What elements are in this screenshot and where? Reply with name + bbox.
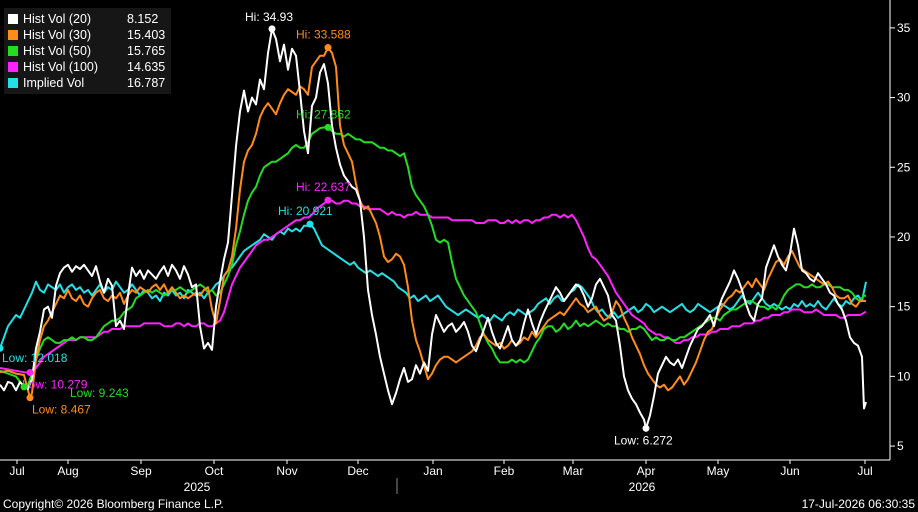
y-tick-label: 20: [897, 230, 911, 244]
timestamp: 17-Jul-2026 06:30:35: [801, 497, 915, 511]
extreme-label: Low: 8.467: [32, 403, 91, 417]
extreme-label: Low: 9.243: [70, 386, 129, 400]
legend-last-value: 14.635: [127, 60, 166, 74]
x-tick-label: Nov: [276, 464, 297, 478]
extreme-label: Hi: 20.921: [278, 204, 333, 218]
extreme-marker: [26, 368, 34, 376]
legend-series-name: Hist Vol (30): [23, 28, 92, 42]
series-line-hist-vol-50: [0, 126, 867, 388]
x-tick-label: Mar: [563, 464, 584, 478]
extreme-label: Hi: 34.93: [245, 10, 293, 24]
extreme-marker: [324, 44, 332, 52]
extreme-label: Hi: 33.588: [296, 28, 351, 42]
extreme-label: Low: 6.272: [614, 433, 673, 447]
legend-swatch: [8, 46, 18, 56]
legend-series-name: Hist Vol (50): [23, 44, 92, 58]
x-tick-label: Jul: [857, 464, 872, 478]
y-tick-label: 30: [897, 91, 911, 105]
legend-series-name: Implied Vol: [23, 76, 85, 90]
y-tick-label: 25: [897, 160, 911, 174]
x-tick-label: Dec: [347, 464, 368, 478]
x-tick-label: Oct: [205, 464, 224, 478]
x-tick-label: Apr: [637, 464, 656, 478]
series-line-hist-vol-100: [0, 199, 867, 374]
legend-swatch: [8, 62, 18, 72]
x-tick-label: Feb: [494, 464, 515, 478]
legend-swatch: [8, 14, 18, 24]
y-tick-label: 5: [897, 439, 904, 453]
extreme-label: Hi: 22.637: [296, 180, 351, 194]
y-tick-label: 35: [897, 21, 911, 35]
extreme-marker: [26, 394, 34, 402]
y-tick-label: 10: [897, 369, 911, 383]
legend-last-value: 15.403: [127, 28, 166, 42]
x-tick-label: May: [707, 464, 730, 478]
legend-entry: Hist Vol (20) 8.152: [8, 11, 165, 27]
legend-entry: Implied Vol 16.787: [8, 75, 165, 91]
x-tick-label: Aug: [57, 464, 78, 478]
extreme-marker: [268, 25, 276, 33]
legend-series-name: Hist Vol (20): [23, 12, 92, 26]
extreme-marker: [306, 220, 314, 228]
copyright-notice: Copyright© 2026 Bloomberg Finance L.P.: [3, 497, 224, 511]
extreme-marker: [20, 383, 28, 391]
legend-last-value: 8.152: [127, 12, 159, 26]
series-layer: [0, 27, 867, 430]
legend-entry: Hist Vol (100) 14.635: [8, 59, 165, 75]
extreme-label: Low: 12.018: [2, 351, 68, 365]
x-tick-label: Sep: [130, 464, 152, 478]
y-tick-label: 15: [897, 300, 911, 314]
legend: Hist Vol (20) 8.152 Hist Vol (30) 15.403 His…: [4, 8, 172, 94]
series-line-hist-vol-20: [0, 27, 867, 430]
legend-last-value: 16.787: [127, 76, 166, 90]
extreme-marker: [324, 196, 332, 204]
extreme-marker: [324, 123, 332, 131]
x-tick-label: Jun: [780, 464, 799, 478]
year-label: 2026: [629, 480, 656, 494]
legend-entry: Hist Vol (30) 15.403: [8, 27, 165, 43]
series-line-hist-vol-30: [0, 46, 867, 399]
legend-swatch: [8, 78, 18, 88]
extreme-label: Hi: 27.862: [296, 107, 351, 121]
x-tick-label: Jan: [423, 464, 442, 478]
extreme-label: Low: 10.279: [22, 377, 88, 391]
legend-entry: Hist Vol (50) 15.765: [8, 43, 165, 59]
extreme-marker: [642, 424, 650, 432]
extreme-marker: [0, 344, 4, 352]
legend-swatch: [8, 30, 18, 40]
legend-series-name: Hist Vol (100): [23, 60, 99, 74]
x-tick-label: Jul: [9, 464, 24, 478]
year-label: 2025: [184, 480, 211, 494]
legend-last-value: 15.765: [127, 44, 166, 58]
